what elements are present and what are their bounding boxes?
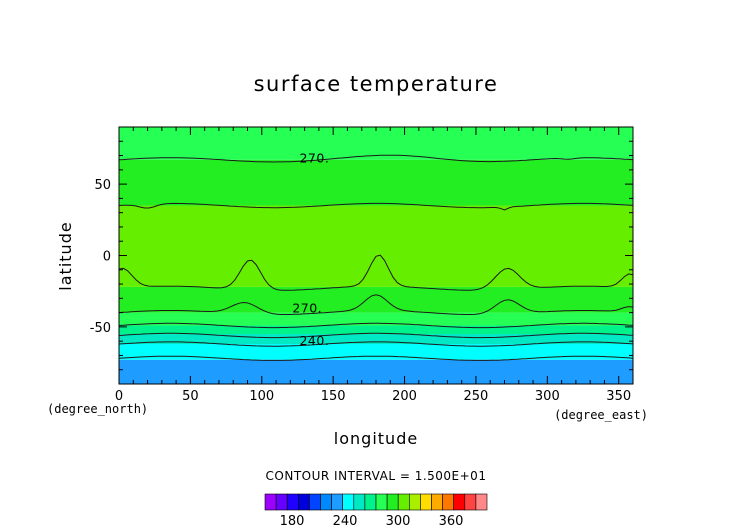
contour-line (118, 341, 634, 347)
contour-line (118, 332, 634, 339)
y-unit-label: (degree_north) (47, 402, 148, 416)
temperature-band (119, 325, 633, 335)
x-unit-label: (degree_east) (554, 408, 648, 422)
colorbar-tick-label: 240 (333, 514, 358, 529)
x-tick-label: 250 (464, 389, 489, 404)
x-tick-label: 50 (182, 389, 199, 404)
y-tick-label: 0 (103, 250, 111, 265)
contour-line (118, 294, 634, 315)
x-tick-label: 100 (249, 389, 274, 404)
colorbar-tick-label: 360 (439, 514, 464, 529)
contour-line (118, 355, 634, 361)
colorbar-swatch (408, 493, 421, 511)
contour-line (118, 254, 634, 291)
colorbar-tick-label: 180 (280, 514, 305, 529)
colorbar-swatch (286, 493, 299, 511)
temperature-band (119, 334, 633, 345)
colorbar-swatch (420, 493, 432, 511)
colorbar: 180 240 300 360 (264, 493, 488, 529)
colorbar-swatch (331, 493, 344, 511)
x-axis-label: longitude (334, 429, 418, 448)
y-tick-label: -50 (90, 321, 111, 336)
y-axis: -50 0 50 (90, 140, 633, 371)
contour-line (118, 154, 634, 163)
temperature-band (119, 205, 633, 287)
colorbar-swatch (464, 493, 477, 511)
contour-interval-text: CONTOUR INTERVAL = 1.500E+01 (266, 469, 487, 483)
temperature-bands (119, 127, 633, 384)
colorbar-swatch (353, 493, 366, 511)
colorbar-swatch (275, 493, 288, 511)
colorbar-swatch (375, 493, 388, 511)
contour-label: 270. (292, 300, 322, 315)
colorbar-swatch (442, 493, 455, 511)
colorbar-swatch (264, 493, 277, 511)
y-axis-label: latitude (56, 221, 75, 290)
temperature-band (119, 159, 633, 206)
temperature-band (119, 344, 633, 360)
x-tick-label: 300 (535, 389, 560, 404)
colorbar-tick-label: 300 (386, 514, 411, 529)
x-axis: 0 50 100 150 200 250 300 350 (115, 127, 631, 404)
contour-line (118, 322, 634, 329)
x-tick-label: 200 (392, 389, 417, 404)
colorbar-swatch (364, 493, 377, 511)
contour-plot-area: 270. 270. 240. (118, 126, 634, 385)
contour-line (118, 202, 634, 211)
colorbar-swatch (297, 493, 310, 511)
colorbar-swatch (386, 493, 399, 511)
x-tick-label: 150 (321, 389, 346, 404)
contour-label: 270. (299, 150, 329, 165)
temperature-band (119, 312, 633, 326)
temperature-band (119, 127, 633, 160)
colorbar-swatch (431, 493, 443, 511)
chart-title: surface temperature (254, 72, 499, 96)
colorbar-swatch (475, 493, 488, 511)
colorbar-swatch (320, 493, 332, 511)
x-tick-label: 0 (115, 389, 123, 404)
temperature-band (119, 286, 633, 313)
x-tick-label: 350 (606, 389, 631, 404)
colorbar-swatch (397, 493, 410, 511)
y-tick-label: 50 (94, 178, 111, 193)
colorbar-swatch (342, 493, 355, 511)
contour-label: 240. (299, 333, 329, 348)
contour-labels: 270. 270. 240. (292, 150, 329, 348)
colorbar-swatch (309, 493, 321, 511)
contour-lines (118, 154, 634, 361)
colorbar-swatch (453, 493, 466, 511)
